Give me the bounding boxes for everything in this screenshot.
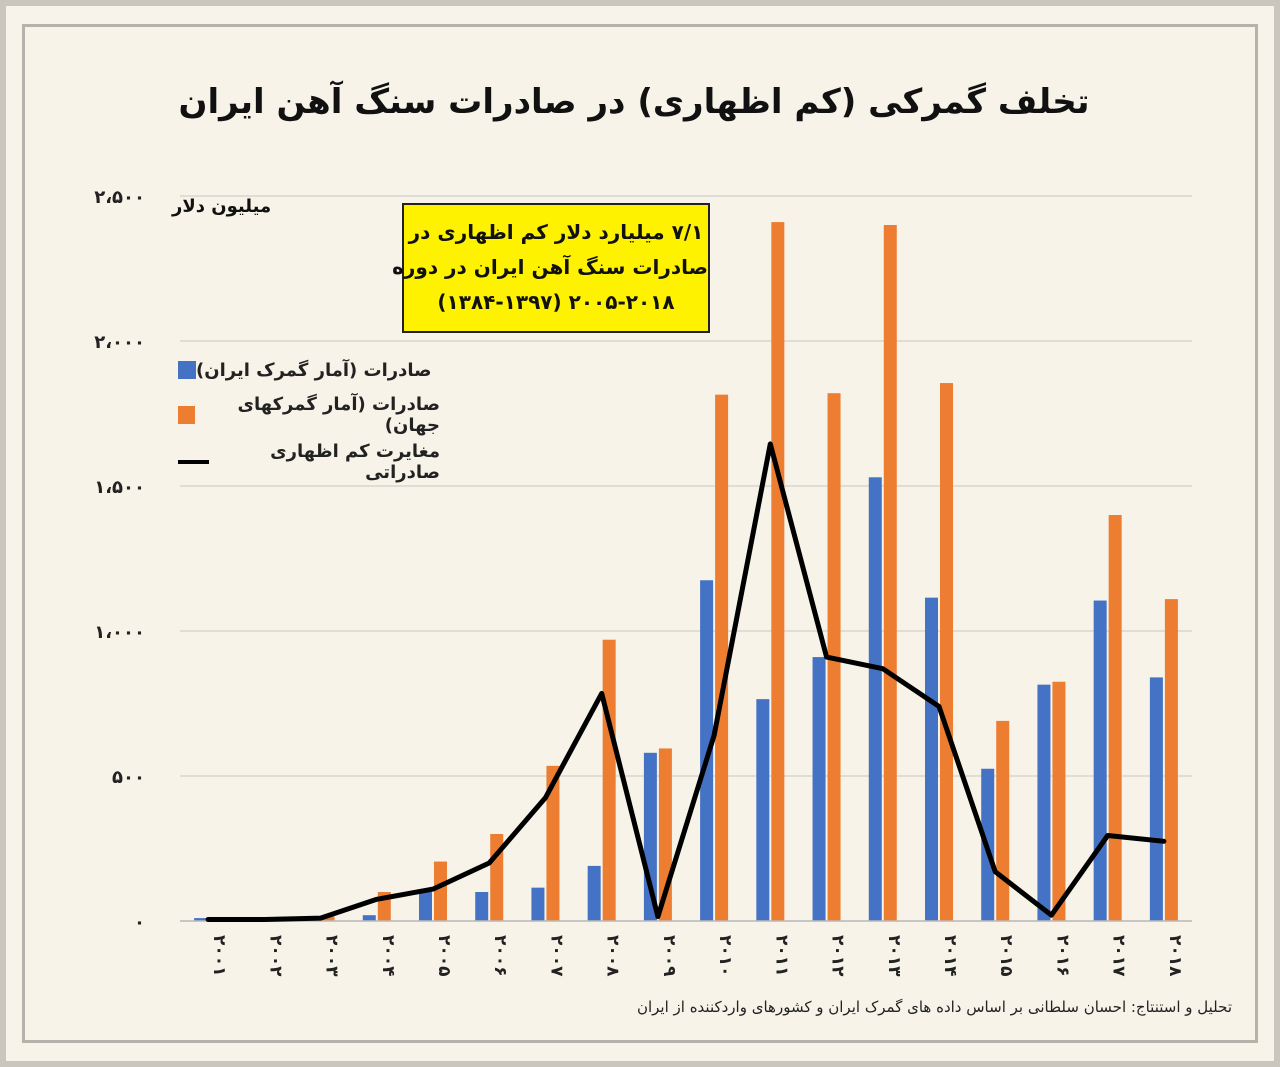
legend-swatch-diff xyxy=(178,460,210,464)
bar-iran-2011 xyxy=(756,699,770,921)
bar-iran-2007 xyxy=(531,887,545,921)
y-tick-label: ۰ xyxy=(134,912,145,933)
legend-item-world: صادرات (آمار گمرکهای جهان) xyxy=(170,394,440,436)
bar-iran-2013 xyxy=(868,477,882,921)
chart-border xyxy=(22,24,1258,1043)
x-tick-label: ۲۰۰۹ xyxy=(659,935,679,977)
bar-iran-2010 xyxy=(700,580,714,921)
x-tick-label: ۲۰۱۸ xyxy=(1165,935,1185,977)
legend-label-diff: مغایرت کم اظهاری صادراتی xyxy=(270,441,440,483)
legend-label-iran: صادرات (آمار گمرک ایران) xyxy=(196,359,432,381)
y-tick-label: ۱،۰۰۰ xyxy=(94,622,145,643)
y-axis-label: میلیون دلار xyxy=(172,196,272,217)
bar-iran-2004 xyxy=(362,915,376,921)
x-tick-label: ۲۰۰۸ xyxy=(603,935,623,977)
bar-iran-2001 xyxy=(194,918,208,921)
legend-item-iran: صادرات (آمار گمرک ایران) xyxy=(170,356,440,384)
bar-iran-2016 xyxy=(1037,684,1051,921)
bar-world-2008 xyxy=(602,639,616,921)
legend-item-diff: مغایرت کم اظهاری صادراتی xyxy=(170,441,440,483)
bar-iran-2017 xyxy=(1093,600,1107,921)
bar-world-2003 xyxy=(321,916,335,921)
bar-iran-2014 xyxy=(925,597,938,921)
y-tick-label: ۲،۵۰۰ xyxy=(94,187,145,208)
x-tick-label: ۲۰۱۱ xyxy=(771,935,791,977)
x-tick-label: ۲۰۰۴ xyxy=(378,935,398,977)
legend-swatch-iran xyxy=(178,361,196,379)
x-tick-label: ۲۰۱۲ xyxy=(828,935,848,977)
chart-title: تخلف گمرکی (کم اظهاری) در صادرات سنگ آهن… xyxy=(178,82,1090,122)
y-tick-label: ۲،۰۰۰ xyxy=(94,332,145,353)
x-tick-label: ۲۰۰۱ xyxy=(209,935,229,977)
bar-iran-2006 xyxy=(475,892,489,921)
x-tick-label: ۲۰۰۳ xyxy=(322,935,342,977)
x-tick-label: ۲۰۱۴ xyxy=(940,935,960,977)
source-credit: تحلیل و استنتاج: احسان سلطانی بر اساس دا… xyxy=(636,998,1232,1016)
bar-world-2015 xyxy=(996,720,1010,921)
x-tick-label: ۲۰۱۶ xyxy=(1052,935,1072,977)
legend-swatch-world xyxy=(178,406,195,424)
callout-line-3: ۲۰۰۵-۲۰۱۸ (۱۳۸۴-۱۳۹۷) xyxy=(437,290,675,314)
bar-world-2011 xyxy=(771,222,785,922)
bar-world-2013 xyxy=(883,225,897,921)
bar-world-2017 xyxy=(1108,515,1122,921)
y-tick-label: ۵۰۰ xyxy=(112,767,145,788)
bar-world-2016 xyxy=(1052,681,1066,921)
x-tick-label: ۲۰۱۳ xyxy=(884,935,904,977)
bar-iran-2012 xyxy=(812,657,826,921)
bar-iran-2005 xyxy=(419,892,432,921)
x-tick-label: ۲۰۱۷ xyxy=(1109,935,1129,977)
bar-world-2018 xyxy=(1164,599,1178,921)
x-tick-label: ۲۰۱۵ xyxy=(996,935,1016,977)
callout-line-1: ۷/۱ میلیارد دلار کم اظهاری در xyxy=(408,220,704,244)
bar-iran-2018 xyxy=(1149,677,1163,921)
line-diff-series xyxy=(205,441,1167,922)
summary-callout: ۷/۱ میلیارد دلار کم اظهاری در صادرات سنگ… xyxy=(392,203,710,333)
bar-world-2005 xyxy=(434,861,447,921)
bar-world-2014 xyxy=(940,383,953,921)
bar-iran-2008 xyxy=(587,865,601,921)
y-tick-label: ۱،۵۰۰ xyxy=(94,477,145,498)
bar-world-2007 xyxy=(546,765,560,921)
x-tick-label: ۲۰۰۵ xyxy=(434,935,454,977)
x-tick-label: ۲۰۰۷ xyxy=(546,935,566,977)
bar-world-2010 xyxy=(715,394,729,921)
legend-label-world: صادرات (آمار گمرکهای جهان) xyxy=(237,394,440,436)
x-tick-label: ۲۰۰۶ xyxy=(490,935,510,977)
x-tick-label: ۲۰۰۲ xyxy=(265,935,285,977)
callout-line-2: صادرات سنگ آهن ایران در دوره xyxy=(392,255,708,279)
x-tick-label: ۲۰۱۰ xyxy=(715,935,735,977)
